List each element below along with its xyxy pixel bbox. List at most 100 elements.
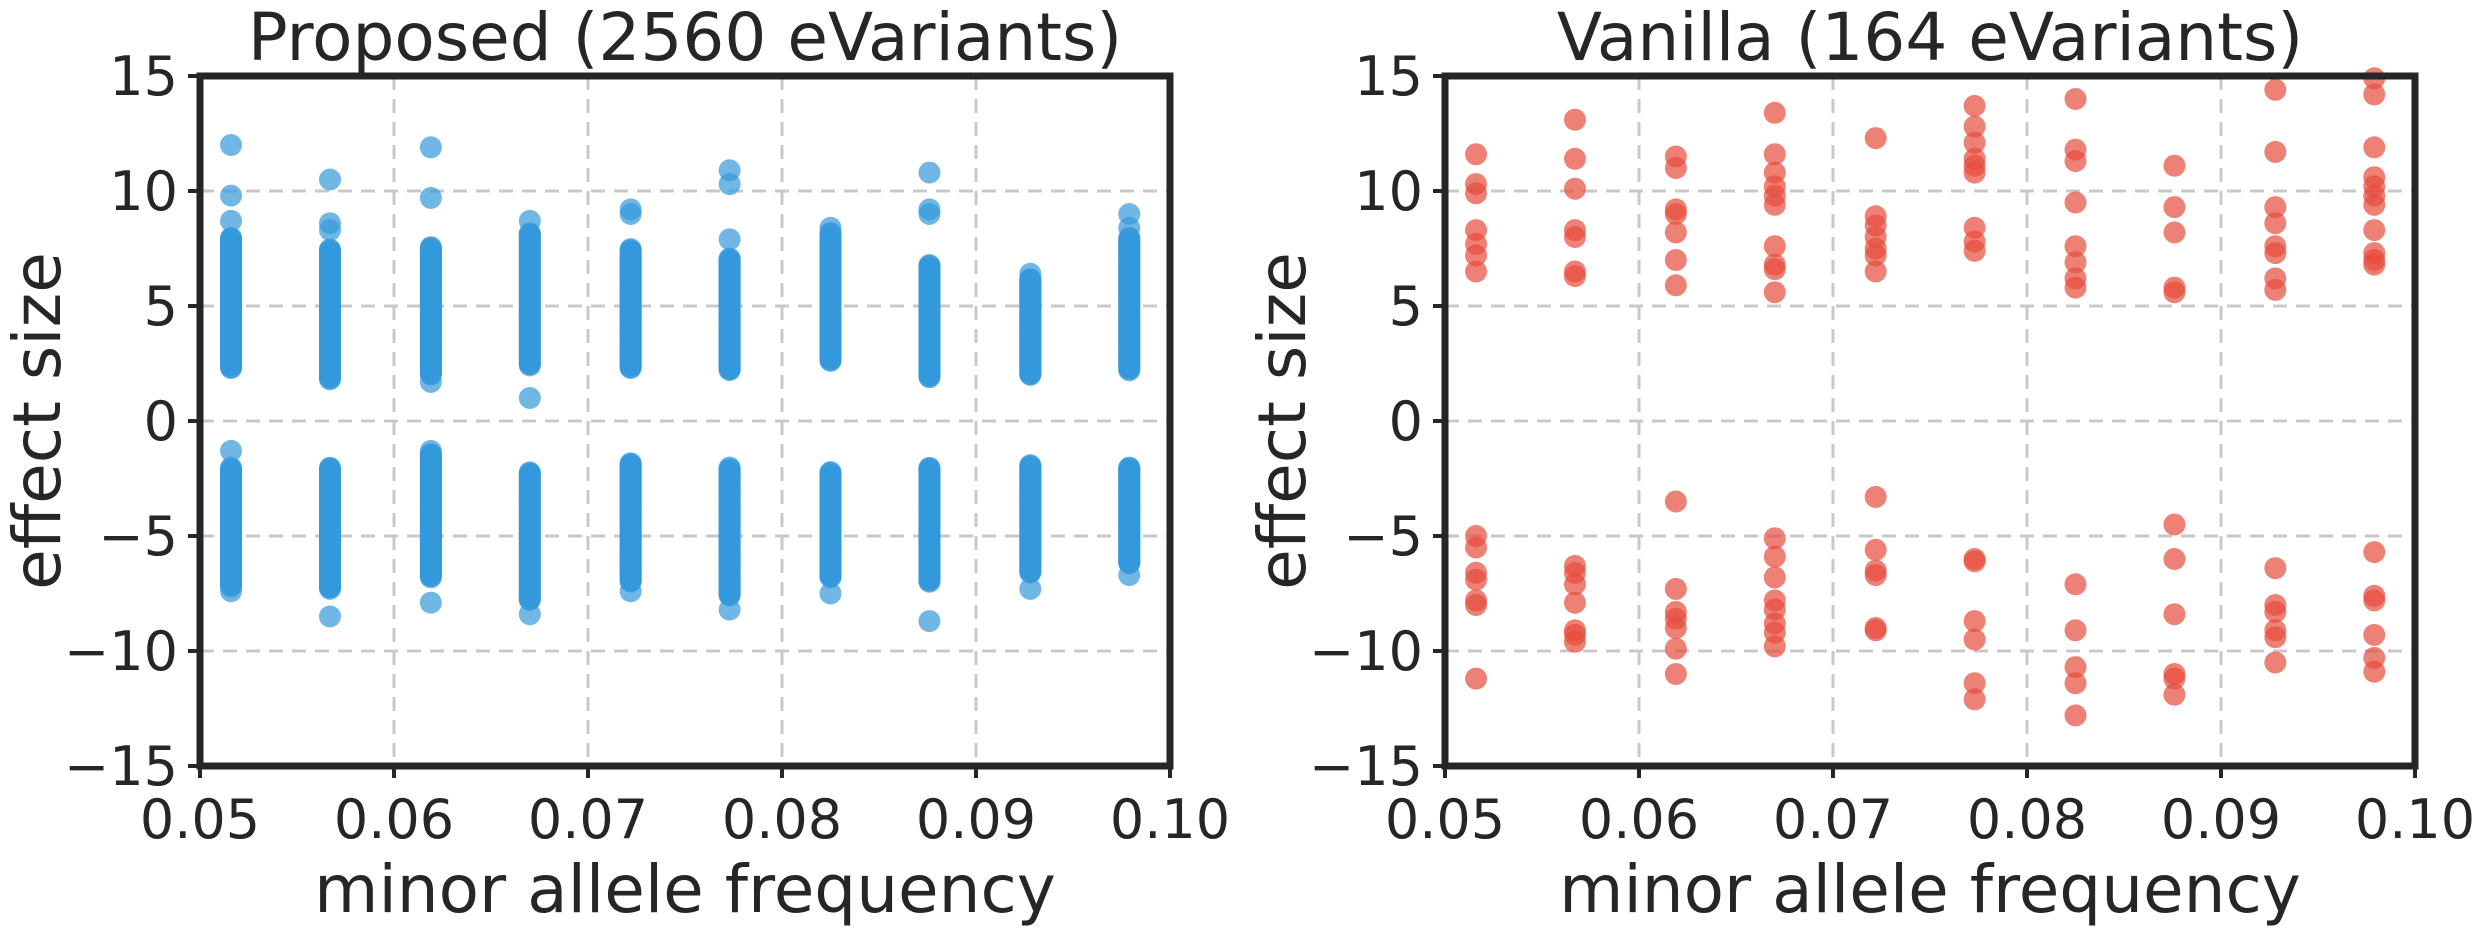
data-point-proposed: [318, 219, 341, 242]
chart-proposed: 0.05 0.06 0.07 0.08 0.09 0.10 −15 −10 −5 0 5 10 15 P…: [0, 0, 1230, 928]
grid-proposed: [200, 76, 1170, 766]
data-point-vanilla: [1563, 108, 1586, 131]
y-tick-label-proposed: −10: [64, 620, 178, 683]
data-point-vanilla: [2363, 83, 2386, 106]
data-point-vanilla: [2163, 683, 2186, 706]
data-point-vanilla: [1864, 127, 1887, 150]
data-point-vanilla: [1563, 147, 1586, 170]
data-point-vanilla: [1864, 244, 1887, 267]
data-point-vanilla: [1763, 635, 1786, 658]
data-point-proposed: [220, 209, 243, 232]
data-point-vanilla: [2163, 513, 2186, 536]
data-point-vanilla: [1763, 258, 1786, 281]
y-tick-label-proposed: 10: [109, 160, 178, 223]
data-point-vanilla: [1963, 115, 1986, 138]
data-point-vanilla: [1963, 610, 1986, 633]
data-point-proposed: [318, 168, 341, 191]
data-point-vanilla: [2064, 656, 2087, 679]
x-tick-label-proposed: 0.08: [722, 788, 842, 851]
data-point-vanilla: [2163, 548, 2186, 570]
data-point-vanilla: [1763, 281, 1786, 304]
data-point-vanilla: [2264, 212, 2287, 235]
data-point-vanilla: [2264, 651, 2287, 674]
data-point-vanilla: [1963, 239, 1986, 262]
x-tick-label-vanilla: 0.06: [1579, 788, 1699, 851]
data-point-vanilla: [1864, 538, 1887, 561]
data-point-proposed: [220, 134, 243, 156]
x-tick-label-proposed: 0.07: [528, 788, 648, 851]
y-tick-label-proposed: 0: [144, 390, 178, 453]
data-point-vanilla: [2264, 557, 2287, 580]
data-point-proposed: [419, 136, 442, 159]
data-point-vanilla: [1465, 143, 1488, 166]
chart-vanilla: 0.05 0.06 0.07 0.08 0.09 0.10 −15 −10 −5 0 5 10 15 V…: [1244, 0, 2475, 928]
y-tick-label-vanilla: −10: [1309, 620, 1423, 683]
ticks-proposed: 0.05 0.06 0.07 0.08 0.09 0.10 −15 −10 −5 0 5 10 15: [64, 45, 1230, 851]
x-tick-label-proposed: 0.06: [334, 788, 454, 851]
y-tick-label-vanilla: −5: [1343, 505, 1423, 568]
data-point-vanilla: [1664, 221, 1687, 244]
data-point-proposed: [518, 387, 541, 409]
ticks-vanilla: 0.05 0.06 0.07 0.08 0.09 0.10 −15 −10 −5 0 5 10 15: [1309, 45, 2475, 851]
data-point-vanilla: [1963, 628, 1986, 651]
data-point-proposed: [220, 439, 243, 462]
data-point-vanilla: [2163, 221, 2186, 244]
x-axis-label-vanilla: minor allele frequency: [1559, 851, 2301, 928]
data-point-proposed: [419, 236, 442, 259]
data-point-vanilla: [2064, 251, 2087, 274]
x-tick-label-vanilla: 0.05: [1385, 788, 1505, 851]
points-vanilla: [1465, 67, 2386, 727]
data-point-proposed: [419, 186, 442, 209]
data-point-vanilla: [1664, 663, 1687, 685]
data-point-vanilla: [2363, 193, 2386, 216]
data-point-vanilla: [1864, 485, 1887, 508]
data-point-vanilla: [1664, 274, 1687, 297]
data-point-vanilla: [1963, 672, 1986, 695]
data-point-vanilla: [1664, 203, 1687, 225]
x-tick-label-proposed: 0.09: [916, 788, 1036, 851]
data-point-vanilla: [1664, 577, 1687, 600]
data-point-vanilla: [1963, 550, 1986, 573]
data-point-vanilla: [1563, 630, 1586, 653]
data-point-vanilla: [2064, 672, 2087, 695]
data-point-vanilla: [1563, 177, 1586, 200]
y-tick-label-vanilla: 15: [1354, 45, 1423, 108]
data-point-vanilla: [2264, 626, 2287, 649]
data-point-proposed: [819, 461, 842, 484]
data-point-proposed: [718, 247, 741, 270]
y-tick-label-proposed: −15: [64, 735, 178, 798]
data-point-vanilla: [2264, 196, 2287, 219]
data-point-vanilla: [1465, 594, 1488, 616]
data-point-proposed: [718, 456, 741, 479]
y-axis-label-vanilla: effect size: [1244, 252, 1321, 590]
data-point-proposed: [318, 456, 341, 479]
data-point-vanilla: [1465, 568, 1488, 591]
data-point-vanilla: [1963, 94, 1986, 117]
data-point-vanilla: [2264, 600, 2287, 623]
data-point-vanilla: [2064, 276, 2087, 299]
data-point-proposed: [1118, 456, 1141, 479]
y-tick-label-proposed: 15: [109, 45, 178, 108]
data-point-proposed: [819, 221, 842, 244]
data-point-proposed: [718, 228, 741, 251]
data-point-vanilla: [1763, 101, 1786, 124]
x-axis-label-proposed: minor allele frequency: [314, 851, 1056, 928]
data-point-proposed: [220, 456, 243, 479]
data-point-proposed: [918, 610, 941, 633]
data-point-proposed: [619, 452, 642, 475]
data-point-vanilla: [2363, 623, 2386, 646]
data-point-proposed: [918, 203, 941, 225]
x-tick-label-vanilla: 0.10: [2355, 788, 2475, 851]
data-point-vanilla: [1963, 131, 1986, 154]
data-point-vanilla: [2264, 140, 2287, 163]
data-point-proposed: [718, 173, 741, 196]
chart-title-vanilla: Vanilla (164 eVariants): [1557, 0, 2303, 76]
data-point-vanilla: [1465, 536, 1488, 559]
data-point-vanilla: [1563, 591, 1586, 614]
data-point-vanilla: [2264, 78, 2287, 101]
data-point-vanilla: [1465, 667, 1488, 690]
data-point-vanilla: [1763, 235, 1786, 258]
chart-title-proposed: Proposed (2560 eVariants): [248, 0, 1122, 76]
data-point-vanilla: [1864, 564, 1887, 587]
data-point-vanilla: [1664, 157, 1687, 179]
